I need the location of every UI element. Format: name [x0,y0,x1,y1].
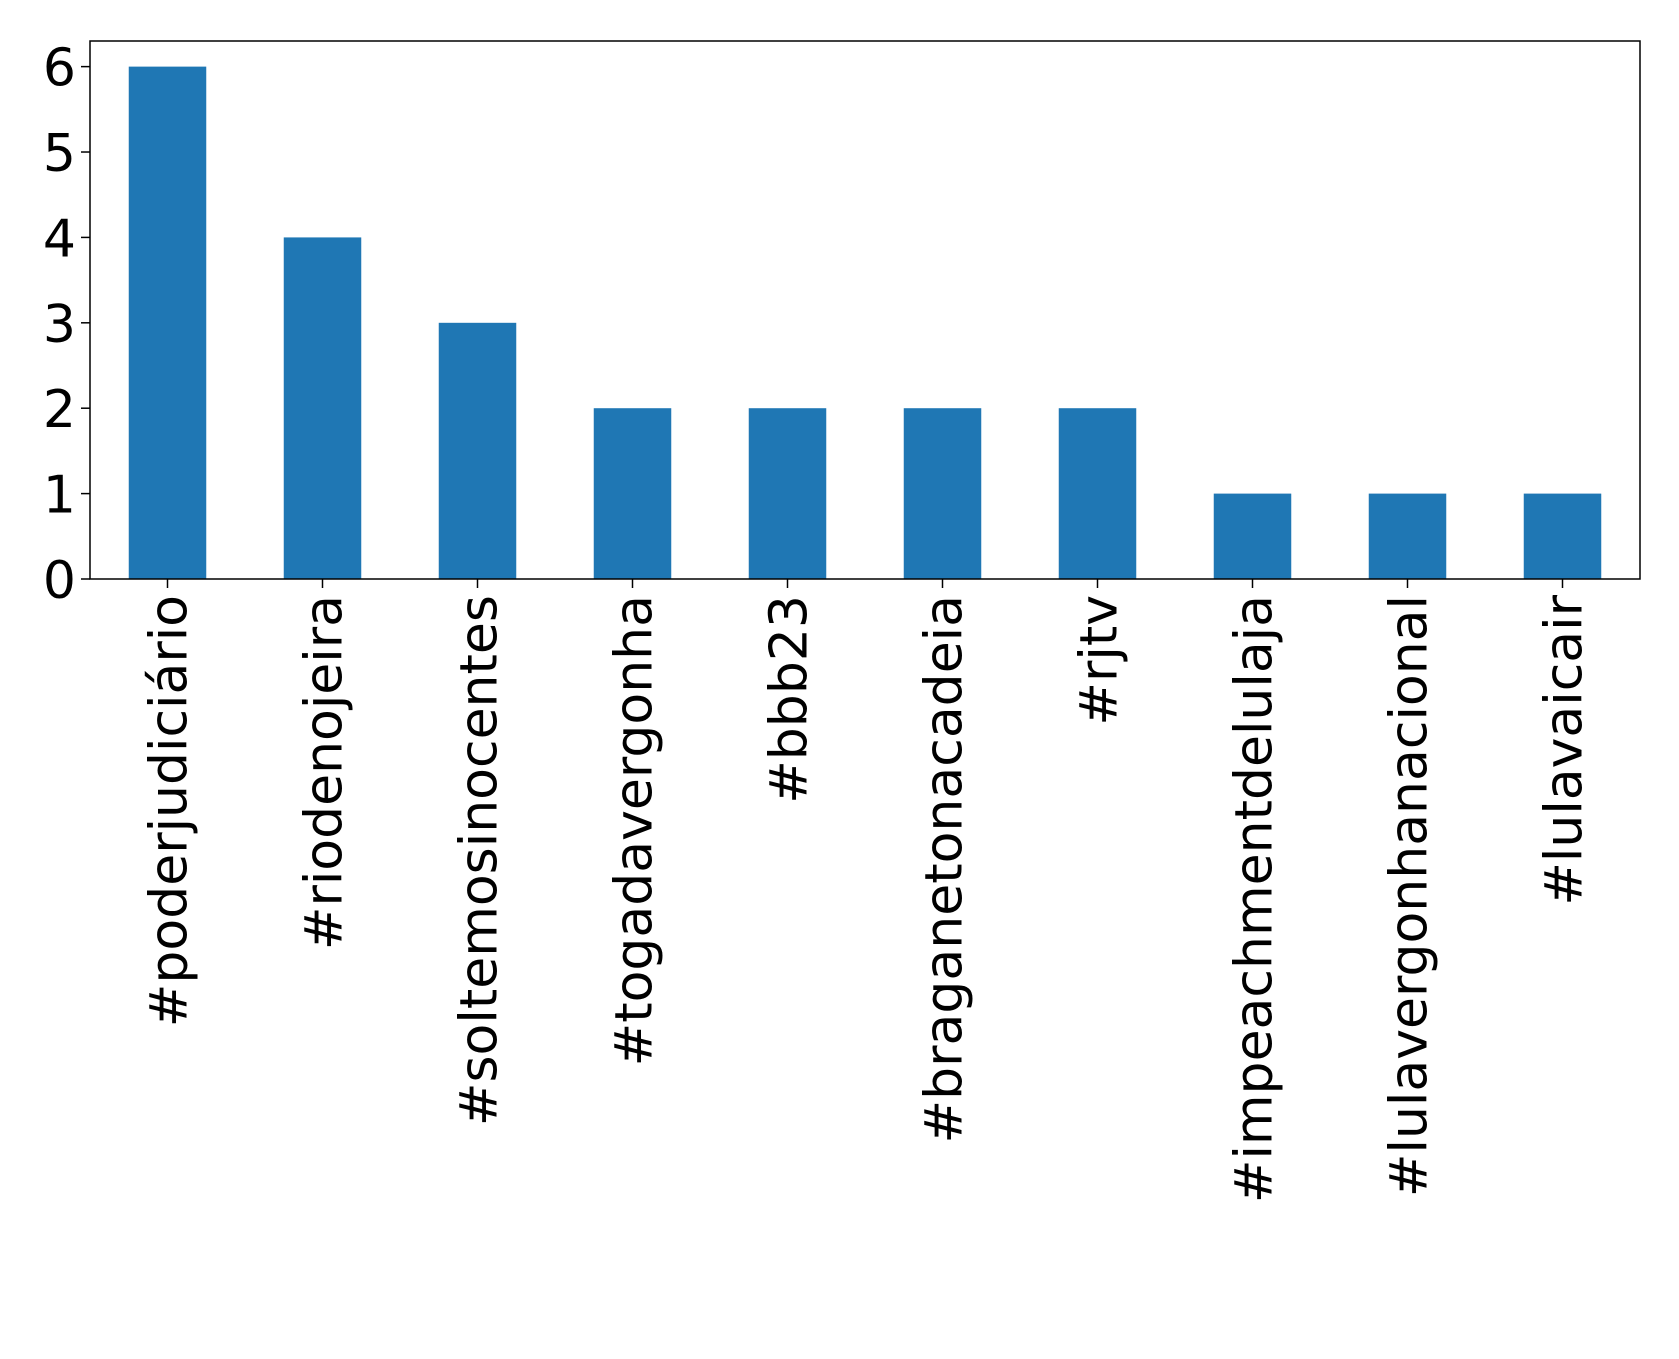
y-tick-label: 6 [43,39,76,99]
bar [1213,493,1292,579]
y-tick-label: 2 [43,380,76,440]
bar [1058,408,1137,579]
y-tick-label: 1 [43,466,76,526]
y-tick-label: 0 [43,551,76,611]
y-tick-label: 4 [43,209,76,269]
x-tick-label: #togadavergonha [605,595,665,1066]
x-tick-label: #impeachmentdelulaja [1225,595,1285,1203]
bar [593,408,672,579]
y-tick-label: 3 [43,295,76,355]
bar [903,408,982,579]
x-tick-label: #soltemosinocentes [450,595,510,1126]
x-tick-label: #lulavergonhanacional [1380,595,1440,1197]
plot-frame [89,40,1641,580]
bar [128,66,207,580]
x-tick-label: #poderjudiciário [140,595,200,1027]
y-tick-label: 5 [43,124,76,184]
bar [748,408,827,579]
bar [1523,493,1602,579]
x-tick-label: #riodenojeira [295,595,355,950]
bar [438,322,517,579]
bar [1368,493,1447,579]
x-tick-label: #rjtv [1070,595,1130,726]
bar [283,237,362,579]
x-tick-label: #braganetonacadeia [915,595,975,1143]
x-tick-label: #bbb23 [760,595,820,804]
x-tick-label: #lulavaicair [1535,594,1595,905]
